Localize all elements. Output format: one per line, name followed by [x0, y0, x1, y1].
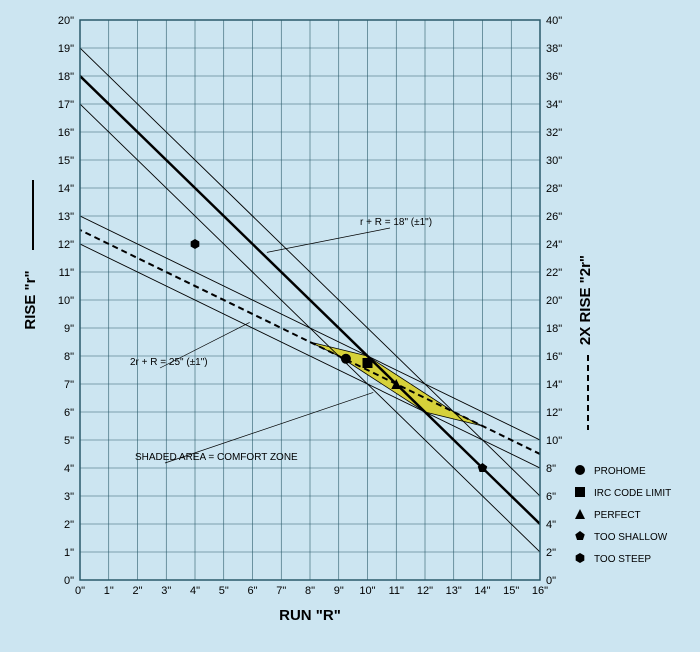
y-left-tick-label: 6" [64, 407, 74, 419]
legend-marker-circle [575, 465, 585, 475]
y-right-tick-label: 18" [546, 323, 562, 335]
y-right-tick-label: 34" [546, 99, 562, 111]
y-left-tick-label: 15" [58, 155, 74, 167]
y-right-tick-label: 10" [546, 435, 562, 447]
marker-irc [363, 358, 373, 368]
annotation-cz: SHADED AREA = COMFORT ZONE [135, 452, 298, 463]
x-tick-label: 1" [104, 585, 114, 597]
y-left-tick-label: 5" [64, 435, 74, 447]
y-right-title: 2X RISE "2r" [577, 255, 594, 345]
y-right-tick-label: 38" [546, 43, 562, 55]
y-left-tick-label: 13" [58, 211, 74, 223]
y-right-tick-label: 36" [546, 71, 562, 83]
legend-label: PERFECT [594, 510, 641, 521]
x-tick-label: 0" [75, 585, 85, 597]
y-right-tick-label: 8" [546, 463, 556, 475]
annotation-eq2: 2r + R = 25" (±1") [130, 357, 208, 368]
x-tick-label: 9" [334, 585, 344, 597]
y-right-tick-label: 0" [546, 575, 556, 587]
x-tick-label: 6" [247, 585, 257, 597]
legend-marker-hexagon [576, 553, 585, 563]
legend-label: TOO SHALLOW [594, 532, 668, 543]
y-right-tick-label: 40" [546, 15, 562, 27]
y-left-tick-label: 2" [64, 519, 74, 531]
chart-svg: 0" 1" 2" 3" 4" 5" 6" 7" 8" 9" 10" 11" 12" 13" 14" 15" 16… [0, 0, 700, 652]
y-left-tick-label: 11" [59, 267, 74, 279]
y-left-tick-label: 9" [64, 323, 74, 335]
y-left-tick-label: 19" [58, 43, 74, 55]
x-tick-label: 15" [503, 585, 519, 597]
y-right-tick-label: 2" [546, 547, 556, 559]
x-tick-label: 2" [132, 585, 142, 597]
y-left-tick-label: 1" [64, 547, 74, 559]
legend-marker-square [575, 487, 585, 497]
y-right-tick-label: 6" [546, 491, 556, 503]
marker-prohome [341, 354, 351, 364]
legend-label: PROHOME [594, 466, 646, 477]
y-right-tick-label: 28" [546, 183, 562, 195]
y-right-tick-label: 32" [546, 127, 562, 139]
x-tick-label: 10" [359, 585, 375, 597]
x-tick-label: 7" [276, 585, 286, 597]
y-right-tick-label: 26" [546, 211, 562, 223]
y-right-tick-label: 16" [546, 351, 562, 363]
y-right-tick-label: 20" [546, 295, 562, 307]
y-left-tick-label: 4" [64, 463, 74, 475]
y-left-tick-label: 18" [58, 71, 74, 83]
x-tick-label: 4" [190, 585, 200, 597]
y-right-tick-label: 24" [546, 239, 562, 251]
y-left-title: RISE "r" [22, 270, 39, 329]
y-right-tick-label: 22" [546, 267, 562, 279]
annotation-eq1: r + R = 18" (±1") [360, 217, 432, 228]
legend-label: TOO STEEP [594, 554, 651, 565]
x-tick-label: 3" [161, 585, 171, 597]
y-left-tick-label: 14" [58, 183, 74, 195]
y-right-tick-label: 12" [546, 407, 562, 419]
y-left-tick-label: 17" [58, 99, 74, 111]
y-left-tick-label: 0" [64, 575, 74, 587]
y-right-tick-label: 30" [546, 155, 562, 167]
y-right-tick-label: 4" [546, 519, 556, 531]
x-tick-label: 13" [446, 585, 462, 597]
x-tick-label: 14" [474, 585, 490, 597]
chart-container: 0" 1" 2" 3" 4" 5" 6" 7" 8" 9" 10" 11" 12" 13" 14" 15" 16… [0, 0, 700, 652]
x-tick-label: 12" [417, 585, 433, 597]
x-tick-label: 8" [305, 585, 315, 597]
legend-marker-pentagon [575, 531, 585, 540]
y-left-tick-label: 20" [58, 15, 74, 27]
y-left-tick-label: 16" [58, 127, 74, 139]
x-axis-title: RUN "R" [279, 607, 341, 624]
legend-marker-triangle [575, 509, 585, 519]
y-right-tick-label: 14" [546, 379, 562, 391]
y-left-tick-label: 12" [58, 239, 74, 251]
x-tick-label: 5" [219, 585, 229, 597]
y-left-tick-label: 3" [64, 491, 74, 503]
y-left-tick-label: 8" [64, 351, 74, 363]
x-tick-label: 11" [389, 585, 404, 597]
y-left-tick-label: 7" [64, 379, 74, 391]
legend-label: IRC CODE LIMIT [594, 488, 671, 499]
y-left-tick-label: 10" [58, 295, 74, 307]
